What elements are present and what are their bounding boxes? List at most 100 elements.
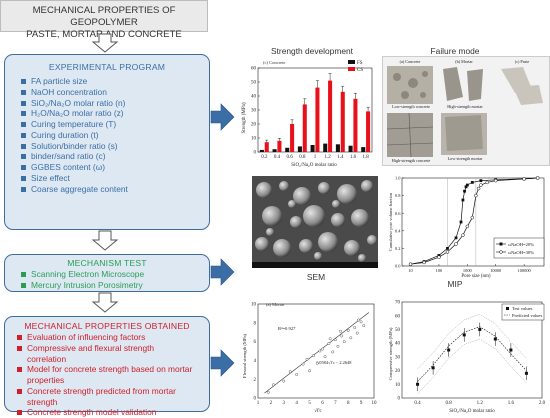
y-tick-label: 0.4 — [395, 228, 401, 233]
list-item: Curing temperature (T) — [20, 119, 128, 130]
sem-particle — [318, 232, 338, 252]
down-arrow-icon — [91, 33, 119, 53]
y-tick-label: 40 — [395, 342, 401, 347]
legend-label-cs: CS — [357, 68, 363, 73]
list-item: Curing duration (t) — [20, 130, 128, 141]
scatter-point — [295, 373, 299, 376]
mip-point-20 — [479, 179, 483, 183]
col-label-concrete: (a) Concrete — [399, 59, 421, 64]
mortar-axes: 1 2 3 4 5 6 7 8 9 10 0 2 4 6 8 10 — [251, 303, 377, 406]
x-tick-label: 7 — [334, 401, 337, 406]
y-tick-label: 10 — [251, 137, 257, 142]
scatter-point — [327, 342, 331, 345]
panel-label: (c) Concrete — [263, 60, 285, 65]
x-tick-label: 1 — [257, 401, 260, 406]
x-tick-label: 0.8 — [299, 155, 306, 160]
scatter-point — [323, 355, 327, 359]
panel-label: (a) Mortar — [266, 302, 285, 307]
y-axis-label: Strength (MPa) — [242, 102, 247, 133]
bar-cs — [340, 91, 345, 152]
bar-cs — [290, 124, 295, 152]
list-item-text: strength — [27, 396, 58, 407]
y-tick-label: 8 — [254, 321, 257, 326]
x-tick-label: 1.6 — [350, 155, 357, 160]
test-point — [524, 371, 528, 375]
scatter-point — [339, 329, 342, 333]
list-item-text: Compressive and flexural strength — [27, 342, 155, 353]
y-tick-label: 20 — [395, 369, 401, 374]
list-item: Solution/binder ratio (s) — [20, 141, 128, 152]
sem-particle — [279, 181, 289, 191]
mip-point-30 — [445, 250, 450, 254]
list-item: GGBES content (ω) — [20, 162, 128, 173]
x-tick-label: 4 — [295, 401, 298, 406]
list-item: Evaluation of influencing factors — [16, 332, 192, 343]
legend-label-30: ωNaOH=30% — [508, 250, 534, 255]
scatter-point — [355, 331, 359, 335]
test-point — [431, 366, 435, 370]
cr-axes: 0.4 0.8 1.2 1.6 2.0 0 10 20 30 40 50 60 70 — [395, 301, 546, 406]
test-point — [447, 348, 451, 352]
x-tick-label: 0.2 — [261, 155, 268, 160]
x-tick-label: 1.2 — [477, 401, 484, 406]
scatter-point — [266, 390, 270, 394]
list-item: Coarse aggregate content — [20, 184, 128, 195]
mip-point-30 — [535, 176, 540, 180]
list-item: Size effect — [20, 173, 128, 184]
list-item: binder/sand ratio (c) — [20, 151, 128, 162]
mip-point-30 — [522, 177, 526, 181]
sem-particle — [299, 239, 313, 253]
bar-fs — [285, 147, 290, 152]
legend-swatch-cs — [348, 67, 355, 71]
y-axis-label: Cumulative pore volume fraction — [388, 192, 393, 251]
mip-point-30 — [454, 242, 458, 246]
failure-mode-panel: (a) Concrete (b) Mortar (c) Paste Low-st… — [382, 56, 550, 166]
y-tick-label: 1.0 — [395, 176, 401, 181]
y-tick-label: 10 — [251, 303, 257, 308]
x-tick-label: 10 — [372, 401, 378, 406]
mip-point-20 — [464, 185, 468, 189]
title-line-1: MECHANICAL PROPERTIES OF GEOPOLYMER — [32, 5, 176, 28]
x-tick-label: 10 — [408, 268, 413, 273]
mip-point-30 — [474, 193, 478, 198]
mip-chart: Cumulative pore volume fraction Pore siz… — [388, 176, 545, 279]
sem-particle — [367, 235, 377, 245]
y-tick-label: 30 — [395, 355, 401, 360]
list-item: H₂O/Na₂O molar ratio (z) — [20, 108, 128, 119]
x-tick-label: 2 — [270, 401, 273, 406]
y-tick-label: 20 — [251, 123, 257, 128]
label-low-mortar: Low-strength mortar — [447, 156, 483, 161]
bar-fs — [323, 143, 328, 152]
list-item: Mercury Intrusion Porosimetry — [20, 280, 144, 291]
list-item-text: Concrete strength predicted from mortar — [27, 385, 176, 396]
experimental-program-title: EXPERIMENTAL PROGRAM — [48, 62, 166, 72]
down-arrow-icon — [91, 230, 119, 251]
y-tick-label: 0 — [254, 151, 257, 156]
x-axis-label: Pore size (nm) — [461, 274, 490, 279]
scatter-point — [340, 334, 344, 338]
bar-fs — [310, 145, 315, 152]
sem-particle — [293, 187, 311, 205]
scatter-point — [288, 370, 292, 374]
list-item: Scanning Electron Microscope — [20, 269, 144, 280]
sem-particle — [358, 254, 366, 262]
mip-point-20 — [459, 220, 463, 224]
x-tick-label: 0.8 — [446, 401, 453, 406]
y-tick-label: 0 — [398, 397, 401, 402]
bar-cs — [315, 87, 320, 152]
y-tick-label: 70 — [395, 301, 401, 306]
sem-particle — [303, 205, 325, 227]
right-arrow-icon — [210, 258, 235, 286]
mip-point-20 — [446, 247, 449, 250]
scatter-point — [312, 354, 315, 358]
y-tick-label: 0.8 — [395, 193, 401, 198]
mip-point-30 — [476, 186, 481, 191]
mechanism-test-list: Scanning Electron Microscope Mercury Int… — [20, 269, 144, 291]
x-tick-label: 1.4 — [337, 155, 344, 160]
mip-point-30 — [470, 215, 475, 220]
scatter-point — [318, 349, 322, 353]
label-low-concrete: Low-strength concrete — [392, 104, 430, 109]
y-tick-label: 6 — [254, 340, 257, 345]
x-axis-label: SiO₂/Na₂O molar ratio — [449, 409, 495, 414]
mortar-scatter-chart: (a) Mortar Flexural strength (MPa) √f'c … — [242, 302, 377, 414]
